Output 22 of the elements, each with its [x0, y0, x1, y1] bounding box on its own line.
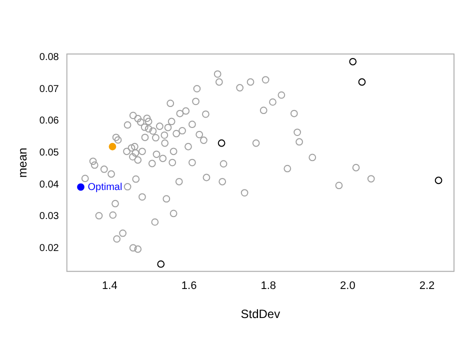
x-tick-label: 1.8: [260, 280, 276, 292]
x-tick-label: 1.6: [181, 280, 197, 292]
point: [77, 183, 84, 191]
series-label: Optimal: [88, 182, 122, 193]
point: [157, 260, 165, 268]
point: [434, 176, 442, 184]
y-axis-title: mean: [16, 148, 30, 178]
y-tick-label: 0.02: [39, 242, 60, 254]
point: [349, 58, 357, 66]
y-tick-label: 0.05: [39, 147, 60, 158]
point: [218, 139, 226, 147]
y-tick-label: 0.07: [39, 84, 60, 95]
point: [358, 78, 366, 86]
x-tick-label: 2.0: [340, 280, 356, 292]
y-tick-label: 0.06: [39, 116, 60, 127]
point: [108, 142, 116, 150]
y-tick-label: 0.04: [39, 179, 60, 190]
y-tick-label: 0.03: [39, 211, 60, 222]
x-axis-title: StdDev: [240, 307, 280, 322]
y-tick-label: 0.08: [39, 52, 60, 63]
x-tick-label: 2.2: [419, 280, 435, 292]
x-tick-label: 1.4: [102, 280, 118, 292]
